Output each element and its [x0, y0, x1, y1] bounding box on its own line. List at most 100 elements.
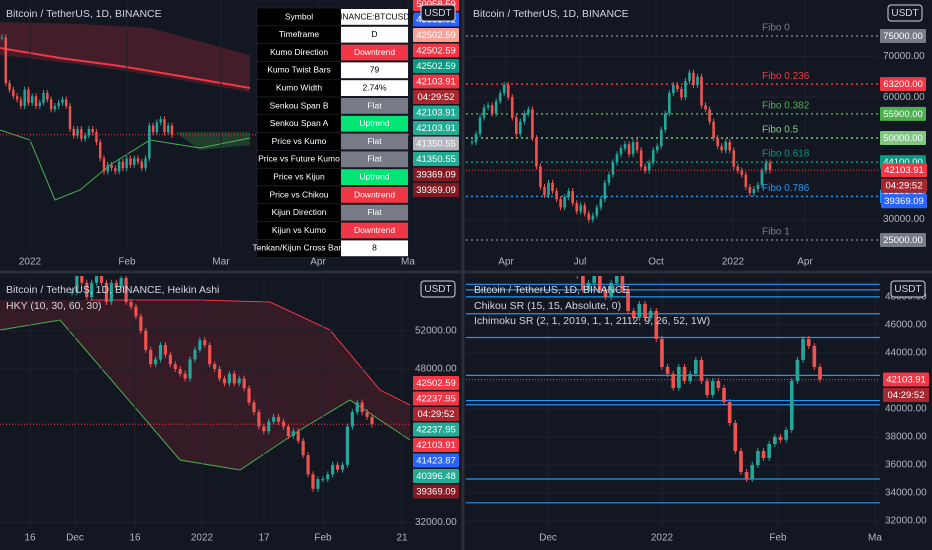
table-label: Price vs Future Kumo — [258, 154, 340, 164]
candle — [539, 166, 542, 187]
candle — [370, 416, 374, 425]
candle — [587, 213, 591, 220]
candle — [609, 282, 613, 297]
candle — [648, 310, 653, 318]
table-value: Flat — [367, 136, 382, 146]
candle — [23, 89, 26, 107]
y-tick-label: 60000.00 — [883, 92, 925, 103]
candle — [159, 119, 162, 123]
senkou-b — [0, 47, 251, 89]
candle — [4, 37, 8, 84]
table-value: Downtrend — [354, 47, 395, 57]
price-tag-text: 42502.59 — [416, 61, 456, 72]
price-tag — [413, 438, 459, 452]
fib-tag-text: 44100.00 — [883, 157, 923, 168]
candle — [733, 422, 738, 451]
table-value: D — [371, 29, 377, 39]
candle — [166, 125, 170, 133]
fib-tag — [880, 106, 926, 121]
candle — [543, 186, 546, 196]
candle — [663, 113, 667, 130]
candle — [620, 276, 625, 290]
candle — [350, 412, 354, 427]
price-tag-text: 42237.95 — [416, 425, 456, 436]
table-label: Kumo Twist Bars — [267, 65, 331, 75]
candle — [68, 106, 72, 129]
table-label: Timeframe — [279, 29, 320, 39]
price-tag — [413, 59, 459, 73]
time-label: 2022 — [191, 533, 214, 544]
candle — [262, 426, 266, 432]
time-label: 21 — [396, 533, 408, 544]
candle — [291, 431, 295, 437]
candle — [168, 354, 172, 365]
indicator-label: HKY (10, 30, 60, 30) — [6, 300, 102, 312]
plot-area — [466, 276, 880, 528]
table-value-cell — [341, 44, 408, 61]
y-tick-label: 46000.00 — [885, 320, 927, 331]
candle — [80, 276, 84, 283]
y-tick-label: 32000.00 — [415, 517, 457, 528]
candle — [567, 191, 570, 198]
candle — [555, 191, 558, 200]
fib-tag-text: 55900.00 — [883, 109, 923, 120]
candle — [599, 199, 603, 208]
candle — [551, 182, 554, 192]
price-tag-text: 41350.55 — [416, 154, 456, 165]
candle — [213, 364, 217, 369]
indicator-label: Chikou SR (15, 15, Absolute, 0) — [474, 300, 621, 312]
candle — [106, 164, 110, 172]
candle — [752, 188, 756, 194]
candle — [296, 431, 300, 441]
fib-label: Fibo 0.786 — [762, 183, 810, 194]
candle — [611, 162, 615, 175]
candle — [482, 107, 486, 118]
candle — [732, 150, 736, 167]
price-tag-text: 42103.91 — [416, 123, 456, 134]
price-tag — [413, 121, 459, 135]
candle — [801, 338, 805, 360]
candle — [27, 89, 30, 103]
candle — [158, 345, 163, 360]
candle — [140, 161, 144, 169]
table-value-cell — [341, 80, 408, 96]
price-tag — [413, 43, 459, 58]
currency: USDT — [424, 8, 451, 19]
candle — [163, 119, 166, 133]
candle — [132, 158, 136, 165]
candle — [635, 142, 639, 151]
candle — [8, 83, 11, 90]
fib-tag — [880, 77, 926, 92]
candle — [607, 174, 611, 183]
candle — [637, 303, 642, 318]
candle — [114, 168, 117, 172]
candle — [188, 359, 192, 379]
time-label: Ma — [401, 257, 415, 268]
candle — [750, 464, 755, 479]
candle — [535, 137, 538, 167]
table-value: Flat — [367, 100, 382, 110]
candle — [712, 121, 715, 138]
candle — [272, 416, 276, 422]
candle — [129, 158, 132, 165]
candle — [486, 105, 490, 108]
candle — [676, 84, 679, 90]
candle — [129, 301, 133, 307]
candle — [736, 166, 740, 171]
candle — [340, 464, 345, 470]
currency: USDT — [894, 284, 921, 295]
candle — [136, 158, 140, 162]
candle — [586, 282, 591, 290]
time-label: Feb — [769, 533, 787, 544]
y-tick-label: 44000.00 — [885, 348, 927, 359]
candle — [247, 388, 251, 403]
candle — [102, 158, 106, 172]
candle — [276, 416, 281, 422]
price-tag — [413, 136, 459, 151]
table-value-cell — [341, 26, 408, 43]
price-tag-text: 04:29:52 — [888, 390, 925, 401]
candle — [627, 144, 631, 155]
candle — [124, 278, 128, 302]
chikou-line — [0, 129, 251, 201]
